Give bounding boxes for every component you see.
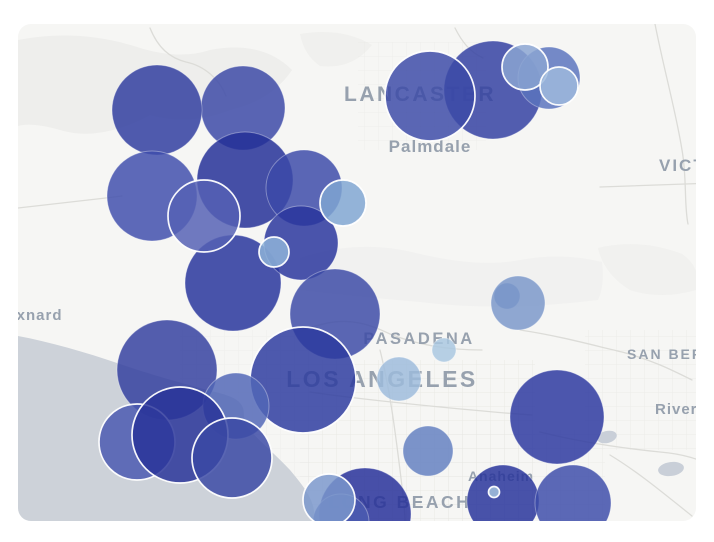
map-bubble[interactable]	[111, 64, 203, 156]
map-bubble[interactable]	[302, 473, 356, 521]
data-bubbles	[98, 40, 612, 521]
city-label-san-bernardino: SAN BERNARDINO	[627, 346, 696, 362]
map-bubble[interactable]	[384, 50, 476, 142]
bubble-map[interactable]: LANCASTERPalmdaleVICTORVILLEOxnardPASADE…	[18, 24, 696, 521]
city-label-victorville: VICTORVILLE	[659, 156, 696, 175]
map-bubble[interactable]	[191, 417, 273, 499]
city-label-oxnard: Oxnard	[18, 307, 63, 324]
map-bubble[interactable]	[509, 369, 605, 465]
map-canvas[interactable]: LANCASTERPalmdaleVICTORVILLEOxnardPASADE…	[18, 24, 696, 521]
map-bubble[interactable]	[501, 43, 549, 91]
map-bubble[interactable]	[319, 179, 367, 227]
city-label-palmdale: Palmdale	[389, 137, 472, 156]
map-bubble[interactable]	[376, 356, 422, 402]
map-bubble[interactable]	[167, 179, 241, 253]
map-bubble[interactable]	[487, 485, 501, 499]
map-bubble[interactable]	[539, 66, 579, 106]
map-bubble[interactable]	[534, 464, 612, 521]
city-label-pasadena: PASADENA	[363, 330, 474, 348]
city-label-riverside: Riverside	[655, 401, 696, 418]
lakes	[597, 430, 684, 477]
map-bubble[interactable]	[402, 425, 454, 477]
map-bubble[interactable]	[258, 236, 290, 268]
map-bubble[interactable]	[431, 337, 457, 363]
map-bubble[interactable]	[490, 275, 546, 331]
